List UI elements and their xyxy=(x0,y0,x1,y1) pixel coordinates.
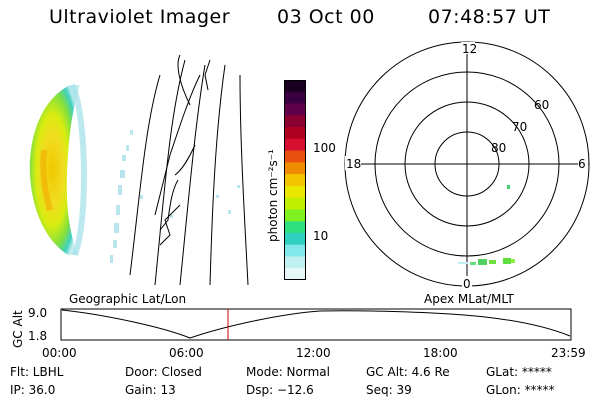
polar-plot: 12 18 6 0 60 70 80 xyxy=(344,41,590,291)
colorbar-cell xyxy=(284,138,306,152)
colorbar-cell xyxy=(284,80,306,93)
colorbar-cell xyxy=(284,150,306,163)
orbit-xtick-0600: 06:00 xyxy=(169,346,204,360)
dayglow-core xyxy=(40,149,53,211)
orbit-left-title: Geographic Lat/Lon xyxy=(69,292,187,306)
colorbar-cell xyxy=(284,174,306,187)
orbit-altitude-curve xyxy=(61,309,571,339)
dayglow-edge xyxy=(69,83,88,256)
orbit-ytick-high: 9.0 xyxy=(28,306,47,320)
colorbar-cell xyxy=(284,127,306,140)
orbit-ytick-low: 1.8 xyxy=(28,329,47,343)
colorbar-cell xyxy=(284,103,306,116)
mlat-label-60: 60 xyxy=(534,98,549,112)
mlt-label-0: 0 xyxy=(463,277,471,291)
colorbar-cells xyxy=(284,80,306,280)
colorbar-cell xyxy=(284,162,306,175)
geo-grid-lines xyxy=(129,54,249,285)
colorbar-tick-10: 10 xyxy=(313,229,329,243)
orbit-xtick-1800: 18:00 xyxy=(423,346,458,360)
aurora-spots xyxy=(458,185,515,265)
dayglow-region xyxy=(29,85,80,255)
info-glon: GLon: ***** xyxy=(486,383,555,397)
colorbar-cell xyxy=(284,256,306,269)
mlt-label-12: 12 xyxy=(462,42,477,56)
orbit-plot: GC Alt 9.0 1.8 xyxy=(11,306,572,348)
info-dsp: Dsp: −12.6 xyxy=(246,383,314,397)
info-seq: Seq: 39 xyxy=(366,383,412,397)
info-door: Door: Closed xyxy=(125,365,202,379)
instrument-title: Ultraviolet Imager xyxy=(49,6,231,28)
earth-disk-image xyxy=(29,83,88,256)
colorbar-unit: photon cm⁻²s⁻¹ xyxy=(266,149,280,242)
info-glat: GLat: ***** xyxy=(486,365,552,379)
mlat-label-70: 70 xyxy=(512,120,527,134)
colorbar-unit-label: photon cm⁻²s⁻¹ xyxy=(266,149,280,242)
colorbar-cell xyxy=(284,244,306,257)
colorbar-tick-100: 100 xyxy=(313,141,336,155)
colorbar-cell xyxy=(284,197,306,210)
colorbar-cell xyxy=(284,91,306,105)
colorbar-cell xyxy=(284,115,306,128)
date-label: 03 Oct 00 xyxy=(277,6,375,28)
aurora-speckles xyxy=(110,130,240,263)
orbit-frame xyxy=(60,308,572,341)
colorbar-cell xyxy=(284,185,306,199)
info-gain: Gain: 13 xyxy=(125,383,176,397)
info-gc-alt: GC Alt: 4.6 Re xyxy=(366,365,450,379)
orbit-xtick-1200: 12:00 xyxy=(296,346,331,360)
mlat-label-80: 80 xyxy=(491,141,506,155)
info-ip: IP: 36.0 xyxy=(10,383,56,397)
orbit-xtick-0000: 00:00 xyxy=(42,346,77,360)
colorbar-cell xyxy=(284,268,306,280)
orbit-axis-label: GC Alt xyxy=(11,310,25,348)
time-label: 07:48:57 UT xyxy=(428,6,551,28)
colorbar xyxy=(284,80,306,280)
colorbar-cell xyxy=(284,209,306,222)
mlt-label-18: 18 xyxy=(346,157,361,171)
geographic-map-image xyxy=(110,54,249,285)
colorbar-cell xyxy=(284,221,306,234)
info-mode: Mode: Normal xyxy=(246,365,330,379)
mlt-label-6: 6 xyxy=(578,157,586,171)
colorbar-cell xyxy=(284,232,306,246)
colorbar-frame xyxy=(284,80,306,280)
polar-circles xyxy=(344,41,590,287)
info-filter: Flt: LBHL xyxy=(10,365,64,379)
orbit-right-title: Apex MLat/MLT xyxy=(424,292,514,306)
orbit-xtick-2359: 23:59 xyxy=(551,346,586,360)
